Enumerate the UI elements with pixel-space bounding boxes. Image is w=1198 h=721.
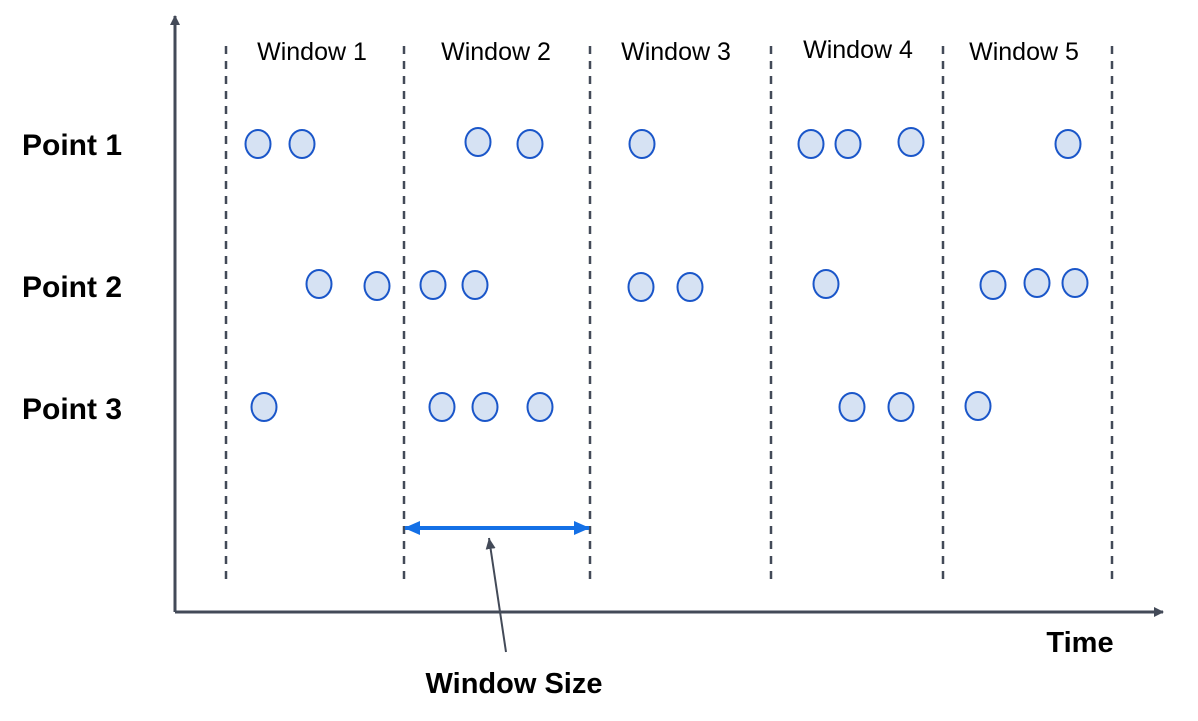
data-point xyxy=(250,392,278,422)
window-label-3: Window 3 xyxy=(621,38,731,66)
data-point xyxy=(1061,268,1089,298)
data-point xyxy=(471,392,499,422)
data-point xyxy=(1054,129,1082,159)
row-label-point-1: Point 1 xyxy=(22,129,122,162)
data-point xyxy=(363,271,391,301)
data-point xyxy=(628,129,656,159)
data-point xyxy=(676,272,704,302)
data-point xyxy=(526,392,554,422)
data-point xyxy=(419,270,447,300)
data-point xyxy=(428,392,456,422)
data-point xyxy=(461,270,489,300)
row-label-point-2: Point 2 xyxy=(22,271,122,304)
window-label-1: Window 1 xyxy=(257,38,367,66)
data-points xyxy=(244,127,1089,422)
data-point xyxy=(838,392,866,422)
data-point xyxy=(305,269,333,299)
data-point xyxy=(887,392,915,422)
window-label-5: Window 5 xyxy=(969,38,1079,66)
data-point xyxy=(897,127,925,157)
window-label-2: Window 2 xyxy=(441,38,551,66)
window-label-4: Window 4 xyxy=(803,36,913,64)
data-point xyxy=(244,129,272,159)
x-axis-label: Time xyxy=(1046,627,1113,659)
window-dividers xyxy=(224,46,1114,580)
data-point xyxy=(797,129,825,159)
row-label-point-3: Point 3 xyxy=(22,393,122,426)
window-size-label: Window Size xyxy=(426,668,603,700)
data-point xyxy=(979,270,1007,300)
data-point xyxy=(627,272,655,302)
data-point xyxy=(464,127,492,157)
data-point xyxy=(834,129,862,159)
data-point xyxy=(1023,268,1051,298)
window-size-pointer xyxy=(485,537,507,653)
data-point xyxy=(516,129,544,159)
data-point xyxy=(964,391,992,421)
data-point xyxy=(812,269,840,299)
data-point xyxy=(288,129,316,159)
